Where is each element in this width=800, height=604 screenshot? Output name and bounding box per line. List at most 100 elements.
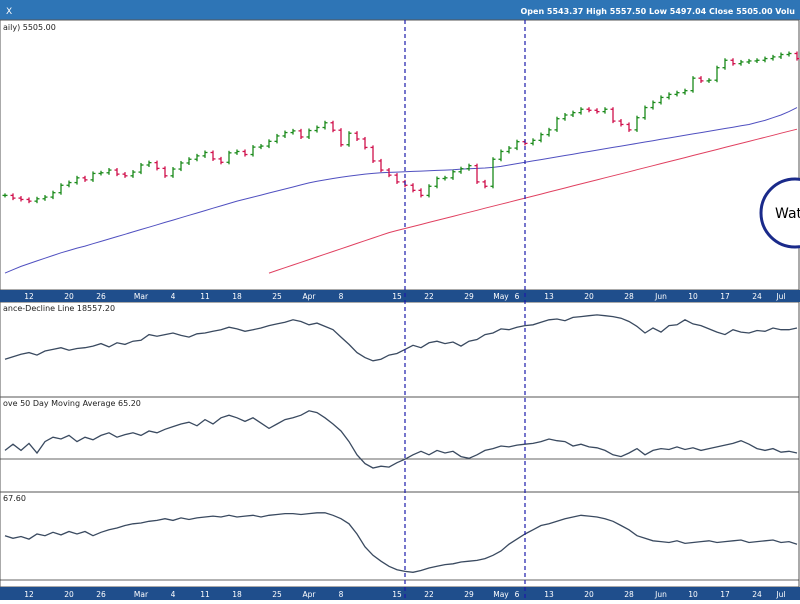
ohlc-bar bbox=[562, 112, 568, 121]
ohlc-bar bbox=[794, 51, 800, 61]
ohlc-bar bbox=[202, 150, 208, 158]
ohlc-bar bbox=[106, 168, 112, 175]
ohlc-bar bbox=[290, 128, 296, 135]
advance-decline-line bbox=[4, 314, 798, 362]
date-tick-label: Apr bbox=[303, 590, 317, 599]
ohlc-bar bbox=[346, 131, 352, 147]
ohlc-bar bbox=[434, 176, 440, 189]
price-series-group bbox=[2, 51, 800, 274]
ohlc-bar bbox=[266, 139, 272, 149]
date-tick-label: 13 bbox=[544, 292, 554, 301]
header-bar bbox=[0, 0, 800, 20]
date-tick-label: 15 bbox=[392, 292, 402, 301]
date-tick-label: 12 bbox=[24, 590, 34, 599]
ohlc-bar bbox=[306, 128, 312, 139]
date-tick-label: 25 bbox=[272, 292, 282, 301]
ohlc-bar bbox=[738, 59, 744, 66]
ohlc-bar bbox=[226, 150, 232, 165]
date-tick-label: May bbox=[493, 292, 509, 301]
ohlc-bar bbox=[274, 133, 280, 144]
ohlc-bar bbox=[458, 166, 464, 174]
ohlc-bar bbox=[314, 125, 320, 133]
ohlc-bar bbox=[666, 92, 672, 100]
ohlc-bar bbox=[498, 149, 504, 162]
ma-panel-title: ove 50 Day Moving Average 65.20 bbox=[3, 399, 141, 408]
ohlc-bar bbox=[786, 51, 792, 57]
ohlc-bar bbox=[194, 153, 200, 162]
date-tick-label: 22 bbox=[424, 292, 434, 301]
ohlc-bar bbox=[490, 157, 496, 189]
bottom-date-axis bbox=[0, 587, 800, 600]
ohlc-bar bbox=[410, 183, 416, 193]
ohlc-bar bbox=[570, 110, 576, 118]
ohlc-bar bbox=[602, 107, 608, 114]
vertical-markers bbox=[404, 20, 526, 600]
price-panel-frame bbox=[0, 19, 800, 291]
ohlc-bar bbox=[746, 58, 752, 64]
date-tick-label: Jul bbox=[775, 590, 785, 599]
date-tick-label: Jul bbox=[775, 292, 785, 301]
ohlc-bar bbox=[450, 169, 456, 180]
ohlc-bar bbox=[98, 170, 104, 176]
ohlc-bar bbox=[690, 76, 696, 93]
date-tick-label: 17 bbox=[720, 292, 730, 301]
date-tick-label: 11 bbox=[200, 292, 210, 301]
date-tick-label: 28 bbox=[624, 590, 634, 599]
quote-readout: Open 5543.37 High 5557.50 Low 5497.04 Cl… bbox=[520, 7, 795, 16]
ohlc-bar bbox=[218, 156, 224, 165]
ma-panel-frame bbox=[0, 396, 800, 493]
ohlc-bar bbox=[610, 107, 616, 124]
ohlc-bar bbox=[378, 158, 384, 173]
ohlc-bar bbox=[322, 120, 328, 130]
date-tick-label: Jun bbox=[654, 292, 667, 301]
ohlc-bar bbox=[466, 163, 472, 171]
ohlc-bar bbox=[554, 116, 560, 132]
date-tick-label: 6 bbox=[515, 292, 520, 301]
date-tick-label: 11 bbox=[200, 590, 210, 599]
date-tick-label: 12 bbox=[24, 292, 34, 301]
ohlc-bar bbox=[114, 168, 120, 177]
ohlc-bar bbox=[354, 131, 360, 142]
ohlc-bar bbox=[754, 58, 760, 63]
ohlc-bar bbox=[138, 162, 144, 175]
ad-panel-title: ance-Decline Line 18557.20 bbox=[3, 304, 115, 313]
date-tick-label: 22 bbox=[424, 590, 434, 599]
date-tick-label: 17 bbox=[720, 590, 730, 599]
date-tick-label: Jun bbox=[654, 590, 667, 599]
ohlc-bar bbox=[370, 145, 376, 163]
ohlc-bar bbox=[674, 90, 680, 97]
third-indicator-line bbox=[4, 512, 798, 573]
date-tick-label: 18 bbox=[232, 590, 242, 599]
ohlc-bar bbox=[578, 107, 584, 115]
ohlc-bar bbox=[506, 146, 512, 154]
ma200-line bbox=[268, 128, 798, 274]
date-tick-label: 29 bbox=[464, 590, 474, 599]
ohlc-bar bbox=[714, 65, 720, 83]
date-tick-label: 26 bbox=[96, 590, 106, 599]
date-tick-label: 6 bbox=[515, 590, 520, 599]
date-tick-label: 4 bbox=[171, 590, 176, 599]
date-tick-label: Apr bbox=[303, 292, 317, 301]
ohlc-bar bbox=[330, 120, 336, 133]
indicator-series-group bbox=[4, 314, 798, 573]
ohlc-bar bbox=[282, 130, 288, 138]
ohlc-bar bbox=[426, 184, 432, 198]
ohlc-bar bbox=[18, 196, 24, 202]
ohlc-bar bbox=[762, 56, 768, 63]
ma50-line bbox=[4, 107, 798, 274]
ohlc-bar bbox=[722, 58, 728, 70]
ohlc-bar bbox=[258, 144, 264, 150]
ohlc-bar bbox=[50, 190, 56, 200]
price-panel-title: aily) 5505.00 bbox=[3, 23, 56, 32]
ohlc-bar bbox=[250, 145, 256, 157]
ohlc-bar bbox=[442, 175, 448, 181]
date-tick-label: 20 bbox=[64, 590, 74, 599]
date-tick-label: 8 bbox=[339, 292, 344, 301]
date-tick-label: 29 bbox=[464, 292, 474, 301]
ohlc-bar bbox=[618, 119, 624, 127]
ohlc-bar bbox=[586, 107, 592, 113]
ohlc-bar bbox=[74, 175, 80, 185]
ohlc-bar bbox=[394, 173, 400, 184]
date-tick-label: 24 bbox=[752, 292, 762, 301]
